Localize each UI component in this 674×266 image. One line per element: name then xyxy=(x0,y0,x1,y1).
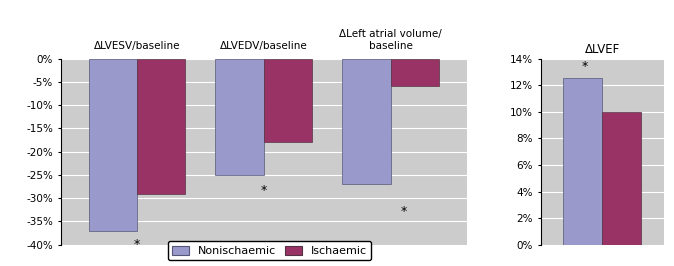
Bar xyxy=(88,59,137,231)
Text: ΔLVEDV/baseline: ΔLVEDV/baseline xyxy=(220,41,307,51)
Bar xyxy=(603,112,642,245)
Bar xyxy=(342,59,391,184)
Text: *: * xyxy=(133,238,140,251)
Text: ΔLVESV/baseline: ΔLVESV/baseline xyxy=(94,41,180,51)
Bar xyxy=(391,59,439,86)
Text: *: * xyxy=(582,60,588,73)
Bar xyxy=(563,78,603,245)
Bar xyxy=(137,59,185,194)
Text: *: * xyxy=(261,184,267,197)
Text: *: * xyxy=(400,205,406,218)
Bar xyxy=(264,59,312,142)
Text: ΔLeft atrial volume/
baseline: ΔLeft atrial volume/ baseline xyxy=(339,30,442,51)
Title: ΔLVEF: ΔLVEF xyxy=(585,43,620,56)
Legend: Nonischaemic, Ischaemic: Nonischaemic, Ischaemic xyxy=(168,241,371,260)
Bar xyxy=(216,59,264,175)
